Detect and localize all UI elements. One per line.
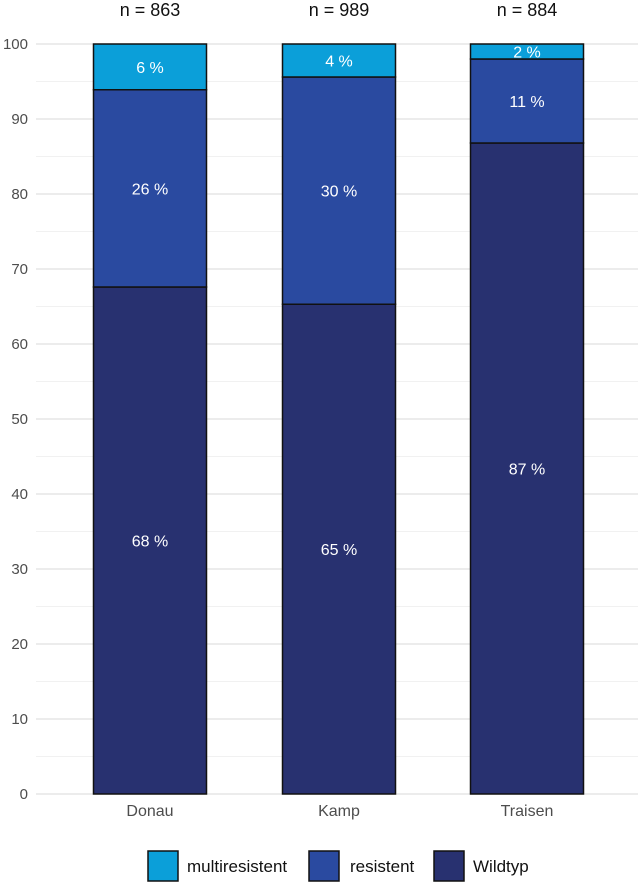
legend: multiresistent resistent Wildtyp bbox=[147, 850, 529, 882]
y-tick-label: 20 bbox=[11, 636, 28, 653]
x-tick-label: Donau bbox=[126, 803, 173, 820]
y-tick-label: 30 bbox=[11, 561, 28, 578]
bar-segment-wildtyp bbox=[469, 142, 585, 795]
y-axis: 0 10 20 30 40 50 60 70 80 90 100 bbox=[3, 36, 28, 803]
bar-segment-multiresistent bbox=[92, 43, 208, 91]
bar-segment-multiresistent bbox=[281, 43, 397, 78]
legend-label: multiresistent bbox=[187, 857, 287, 876]
bars: 68 % 26 % 6 % 65 % 30 % 4 % 87 % 11 % 2 % bbox=[92, 43, 585, 795]
legend-key-wildtyp bbox=[433, 850, 465, 882]
y-tick-label: 100 bbox=[3, 36, 28, 53]
y-tick-label: 40 bbox=[11, 486, 28, 503]
y-tick-label: 90 bbox=[11, 111, 28, 128]
bar-segment-wildtyp bbox=[281, 303, 397, 795]
legend-label: Wildtyp bbox=[473, 857, 529, 876]
y-tick-label: 80 bbox=[11, 186, 28, 203]
legend-key-multiresistent bbox=[147, 850, 179, 882]
sample-size-labels: n = 863 n = 989 n = 884 bbox=[120, 0, 558, 20]
data-label: 26 % bbox=[132, 181, 168, 198]
data-label: 2 % bbox=[513, 45, 541, 62]
data-label: 68 % bbox=[132, 534, 168, 551]
bar-segment-multiresistent bbox=[469, 43, 585, 60]
bar-segment-wildtyp bbox=[92, 286, 208, 795]
y-tick-label: 0 bbox=[20, 786, 28, 803]
sample-size-label: n = 989 bbox=[309, 0, 370, 20]
x-tick-label: Kamp bbox=[318, 803, 360, 820]
x-axis: Donau Kamp Traisen bbox=[126, 803, 553, 820]
legend-label: resistent bbox=[350, 857, 415, 876]
bar-segment-resistent bbox=[281, 76, 397, 305]
y-tick-label: 50 bbox=[11, 411, 28, 428]
data-label: 11 % bbox=[509, 94, 544, 111]
y-tick-label: 60 bbox=[11, 336, 28, 353]
legend-key-resistent bbox=[308, 850, 340, 882]
y-tick-label: 70 bbox=[11, 261, 28, 278]
x-tick-label: Traisen bbox=[501, 803, 554, 820]
bar-segment-resistent bbox=[469, 58, 585, 144]
data-label: 65 % bbox=[321, 542, 357, 559]
sample-size-label: n = 884 bbox=[497, 0, 558, 20]
data-label: 6 % bbox=[136, 60, 164, 77]
bar-segment-resistent bbox=[92, 89, 208, 288]
data-label: 87 % bbox=[509, 462, 545, 479]
data-label: 4 % bbox=[325, 54, 353, 71]
y-tick-label: 10 bbox=[11, 711, 28, 728]
sample-size-label: n = 863 bbox=[120, 0, 181, 20]
data-label: 30 % bbox=[321, 184, 357, 201]
